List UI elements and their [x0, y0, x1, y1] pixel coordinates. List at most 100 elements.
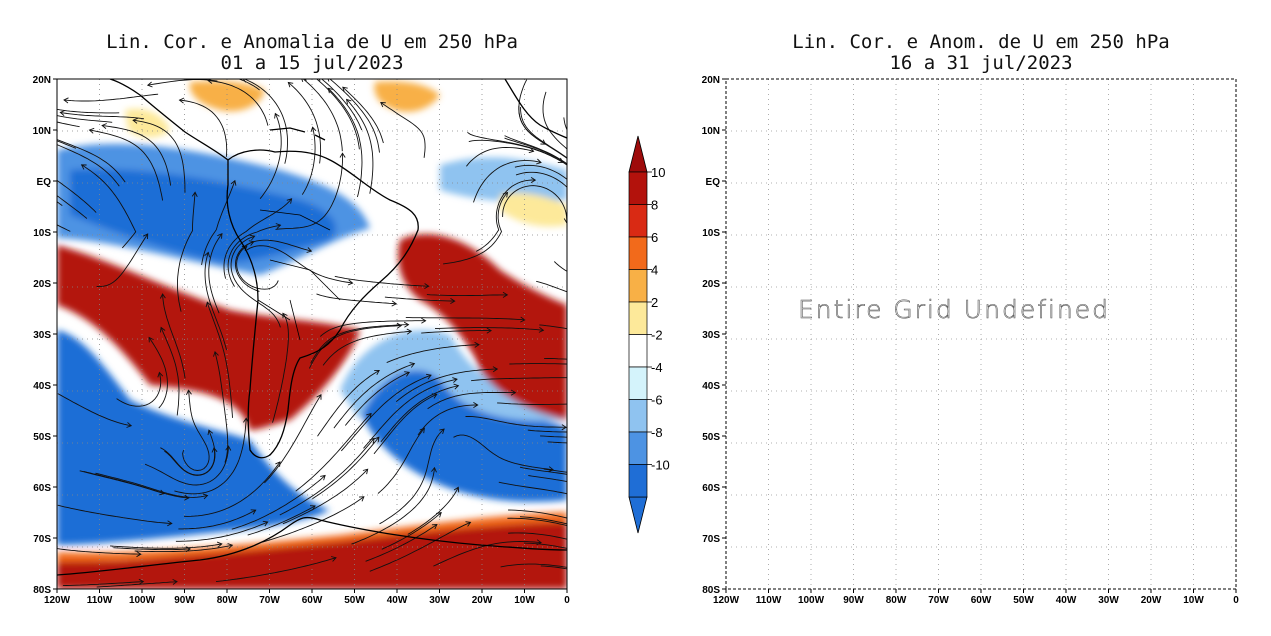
- streamline-arrowhead: [282, 312, 288, 319]
- streamline: [79, 470, 165, 495]
- streamline-arrowhead: [159, 293, 166, 299]
- streamline: [443, 192, 508, 265]
- streamline: [182, 390, 210, 471]
- streamline: [301, 127, 316, 195]
- streamline: [508, 509, 567, 519]
- streamline: [507, 517, 567, 527]
- colorbar-box: [628, 301, 648, 335]
- streamline: [215, 557, 337, 583]
- streamline-arrowhead: [510, 389, 517, 396]
- left-lat-label: 10S: [33, 228, 51, 239]
- streamline: [308, 325, 402, 369]
- left-lat-label: 20N: [33, 75, 51, 86]
- streamline-arrowhead: [216, 541, 223, 548]
- streamline: [57, 121, 80, 128]
- right-lat-label: 40S: [702, 381, 720, 392]
- streamline-arrowhead: [569, 565, 574, 570]
- right-lon-label: 50W: [1013, 595, 1034, 606]
- streamline-arrowhead: [52, 222, 57, 227]
- streamline: [160, 327, 180, 416]
- right-lat-label: 50S: [702, 432, 720, 443]
- right-lon-label: 120W: [713, 595, 740, 606]
- streamline-arrowhead: [227, 543, 234, 549]
- streamline-arrowhead: [63, 97, 69, 104]
- positive-anomaly-tropical-atlantic: [500, 193, 567, 227]
- streamline-arrowhead: [569, 327, 574, 332]
- streamline: [380, 385, 459, 443]
- streamline: [475, 179, 536, 252]
- streamline: [519, 466, 567, 475]
- streamline-arrowhead: [571, 435, 575, 440]
- streamline: [553, 261, 567, 272]
- wind-anomaly-shading: [57, 80, 567, 589]
- streamline: [365, 524, 438, 562]
- streamline: [316, 293, 397, 305]
- right-lon-label: 80W: [886, 595, 907, 606]
- colorbar-box: [628, 269, 648, 303]
- streamline-arrowhead: [396, 322, 403, 329]
- streamline-arrowhead: [568, 524, 573, 529]
- streamline: [206, 302, 233, 418]
- streamline: [344, 371, 410, 426]
- streamline: [275, 153, 344, 230]
- streamline-arrowhead: [306, 247, 313, 253]
- streamline: [230, 235, 281, 328]
- right-lon-label: 100W: [798, 595, 825, 606]
- streamline: [95, 472, 208, 498]
- streamline: [473, 160, 542, 203]
- streamline-arrowhead: [431, 466, 437, 473]
- streamline-arrowhead: [568, 375, 572, 380]
- streamline-arrowhead: [342, 86, 348, 93]
- streamline-arrowhead: [327, 87, 334, 94]
- colorbar-box: [628, 204, 648, 238]
- streamline: [342, 86, 384, 144]
- colorbar-box: [628, 464, 648, 498]
- streamline: [528, 475, 567, 482]
- streamline-arrowhead: [262, 520, 269, 527]
- left-lon-label: 100W: [129, 595, 156, 606]
- right-lon-label: 40W: [1056, 595, 1077, 606]
- right-lat-label: 80S: [702, 585, 720, 596]
- streamline: [282, 468, 369, 525]
- right-graticule: [726, 79, 1236, 589]
- streamline: [453, 434, 554, 471]
- right-title-line2: 16 a 31 jul/2023: [889, 52, 1072, 74]
- streamline-arrowhead: [568, 357, 573, 362]
- streamline-arrowhead: [51, 197, 56, 202]
- undefined-grid-message: Entire Grid Undefined: [798, 295, 1110, 324]
- streamline: [369, 521, 471, 572]
- streamline-arrowhead: [538, 326, 545, 333]
- streamline: [175, 521, 268, 542]
- streamline-arrowhead: [568, 149, 573, 154]
- streamline-arrowhead: [50, 113, 55, 118]
- streamline-arrowhead: [502, 291, 509, 298]
- streamline-arrowhead: [569, 430, 573, 435]
- streamline: [144, 446, 229, 486]
- streamline-arrowhead: [362, 468, 369, 475]
- streamline: [363, 378, 458, 449]
- streamline: [57, 195, 88, 219]
- africa-coastline: [504, 79, 567, 139]
- streamline-arrowhead: [346, 98, 352, 105]
- left-lon-label: 10W: [514, 595, 535, 606]
- streamline-arrowhead: [452, 377, 458, 383]
- streamline-arrowhead: [275, 223, 282, 229]
- streamline: [465, 416, 567, 428]
- streamline-arrowhead: [301, 79, 304, 83]
- streamline-arrowhead: [287, 81, 294, 88]
- right-lon-label: 30W: [1098, 595, 1119, 606]
- positive-anomaly-north-west: [189, 80, 265, 112]
- streamline-arrowhead: [567, 567, 572, 572]
- streamline: [60, 111, 145, 120]
- positive-anomaly-subtropical-jet-west: [57, 245, 360, 430]
- right-title-line1: Lin. Cor. e Anom. de U em 250 hPa: [792, 31, 1170, 53]
- streamline-arrowhead: [366, 412, 372, 419]
- streamline-arrowhead: [369, 437, 375, 444]
- streamline-arrowhead: [88, 127, 95, 134]
- colorbar-label: -8: [651, 425, 663, 440]
- streamline-arrowhead: [138, 578, 145, 585]
- colorbar-box: [628, 171, 648, 205]
- streamline-arrowhead: [136, 551, 142, 558]
- streamline: [321, 79, 363, 131]
- streamline-arrowhead: [52, 137, 57, 142]
